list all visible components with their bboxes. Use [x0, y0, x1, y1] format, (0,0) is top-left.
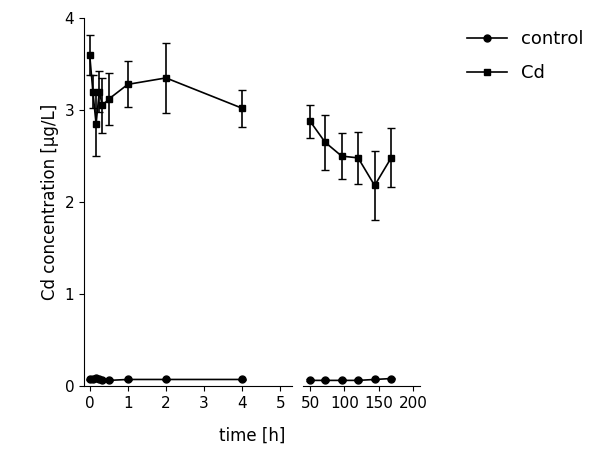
Text: time [h]: time [h]	[219, 427, 285, 445]
Legend: control, Cd: control, Cd	[460, 23, 591, 89]
Y-axis label: Cd concentration [µg/L]: Cd concentration [µg/L]	[41, 104, 59, 300]
